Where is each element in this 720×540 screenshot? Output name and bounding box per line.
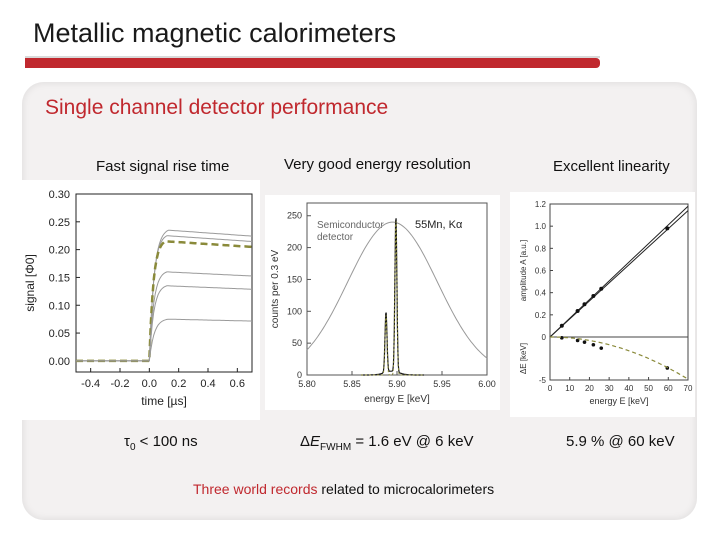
y-tick-label: 0.8 — [535, 244, 547, 253]
y-tick-label: 0.4 — [535, 289, 547, 298]
y-tick-label: 0.05 — [49, 328, 70, 340]
footer-rest: related to microcalorimeters — [317, 481, 495, 497]
annotation-semiconductor: Semiconductor — [317, 220, 384, 231]
y-tick-label: 0.6 — [535, 267, 547, 276]
x-tick-label: 10 — [565, 384, 574, 393]
deviation-point — [591, 342, 596, 347]
chart-background — [20, 180, 260, 420]
y-tick-label: -5 — [539, 376, 547, 385]
y-tick-label: 0.00 — [49, 356, 70, 368]
semiconductor-spectrum — [306, 221, 488, 359]
title-accent-bar — [25, 58, 600, 68]
title-divider — [25, 56, 600, 58]
chart-background — [265, 195, 500, 410]
footer-note: Three world records related to microcalo… — [193, 481, 494, 497]
amplitude-point — [599, 286, 604, 291]
amplitude-point — [591, 293, 596, 298]
x-tick-label: 0.0 — [142, 378, 157, 390]
x-tick-label: -0.2 — [111, 378, 130, 390]
y-tick-label: 250 — [287, 211, 302, 221]
section-subtitle: Single channel detector performance — [45, 96, 389, 119]
x-tick-label: 0 — [548, 384, 553, 393]
deviation-fit — [550, 336, 689, 380]
deviation-point — [582, 340, 587, 344]
deviation-point — [560, 336, 564, 340]
x-tick-label: -0.4 — [81, 378, 100, 390]
quadratic-fit — [549, 210, 689, 338]
linear-reference — [549, 205, 689, 338]
x-axis-label: energy E [keV] — [589, 396, 648, 406]
amplitude-point — [575, 308, 580, 313]
annotation-line: 55Mn, Kα — [415, 219, 463, 231]
y-tick-label: 50 — [292, 338, 302, 348]
energy-spectrum-chart: 0 50 100 150 200 250 5.80 5.85 5.90 5.95 6.00 energ… — [265, 195, 500, 410]
annotation-detector: detector — [317, 232, 354, 243]
x-tick-label: 5.95 — [433, 379, 451, 389]
x-tick-label: 40 — [624, 384, 633, 393]
tau-symbol: τ — [124, 433, 130, 450]
bottom-frame — [549, 336, 689, 381]
x-tick-label: 0.6 — [230, 378, 245, 390]
y-axis-label: signal [Φ0] — [23, 254, 37, 312]
deviation-point — [599, 346, 604, 350]
y-tick-label: 0.2 — [535, 311, 547, 320]
signal-trace — [76, 318, 253, 362]
rise-time-result: τ0 < 100 ns — [124, 433, 198, 453]
fit-curve — [76, 240, 253, 363]
x-tick-label: 50 — [644, 384, 653, 393]
y-axis-label-top: amplitude A [a.u.] — [519, 240, 528, 301]
y-axis-label-bottom: ΔE [keV] — [519, 343, 528, 374]
y-tick-label: 0.30 — [49, 189, 70, 201]
y-tick-label: 0.15 — [49, 272, 70, 284]
fit-curve — [361, 221, 424, 376]
amplitude-point — [665, 226, 670, 231]
y-tick-label: 100 — [287, 306, 302, 316]
x-tick-label: 0.4 — [200, 378, 215, 390]
x-tick-label: 70 — [684, 384, 693, 393]
x-axis-label: time [µs] — [141, 394, 187, 408]
rise-time-heading: Fast signal rise time — [96, 158, 230, 175]
y-tick-label: 0 — [542, 333, 547, 342]
x-tick-label: 6.00 — [478, 379, 496, 389]
linearity-heading: Excellent linearity — [553, 158, 670, 175]
x-tick-label: 0.2 — [171, 378, 186, 390]
y-tick-label: 0.10 — [49, 300, 70, 312]
amplitude-point — [559, 323, 564, 328]
y-axis-label: counts per 0.3 eV — [270, 249, 281, 328]
plot-frame — [75, 193, 253, 373]
y-tick-label: 1.2 — [535, 200, 547, 209]
x-tick-label: 5.85 — [343, 379, 361, 389]
x-tick-label: 20 — [585, 384, 594, 393]
resolution-result: ΔEFWHM = 1.6 eV @ 6 keV — [300, 433, 474, 453]
y-tick-label: 0.20 — [49, 245, 70, 257]
x-tick-label: 5.90 — [388, 379, 406, 389]
slide-title: Metallic magnetic calorimeters — [33, 18, 397, 48]
y-tick-label: 150 — [287, 274, 302, 284]
footer-highlight: Three world records — [193, 481, 318, 497]
amplitude-point — [582, 302, 587, 307]
y-tick-label: 200 — [287, 243, 302, 253]
x-tick-label: 60 — [664, 384, 673, 393]
rise-time-chart: 0.00 0.05 0.10 0.15 0.20 0.25 0.30 -0.4 -0.2 0.0 0… — [20, 180, 260, 420]
x-tick-label: 30 — [605, 384, 614, 393]
y-tick-label: 1.0 — [535, 222, 547, 231]
y-tick-label: 0 — [297, 370, 302, 380]
linearity-chart: 0.20.40.60.81.01.20-50 10 20 30 40 50 60 70ener… — [510, 192, 695, 417]
x-axis-label: energy E [keV] — [364, 394, 430, 405]
linearity-result: 5.9 % @ 60 keV — [566, 433, 675, 450]
x-tick-label: 5.80 — [298, 379, 316, 389]
deviation-point — [575, 338, 580, 343]
resolution-heading: Very good energy resolution — [284, 156, 471, 173]
y-tick-label: 0.25 — [49, 217, 70, 229]
